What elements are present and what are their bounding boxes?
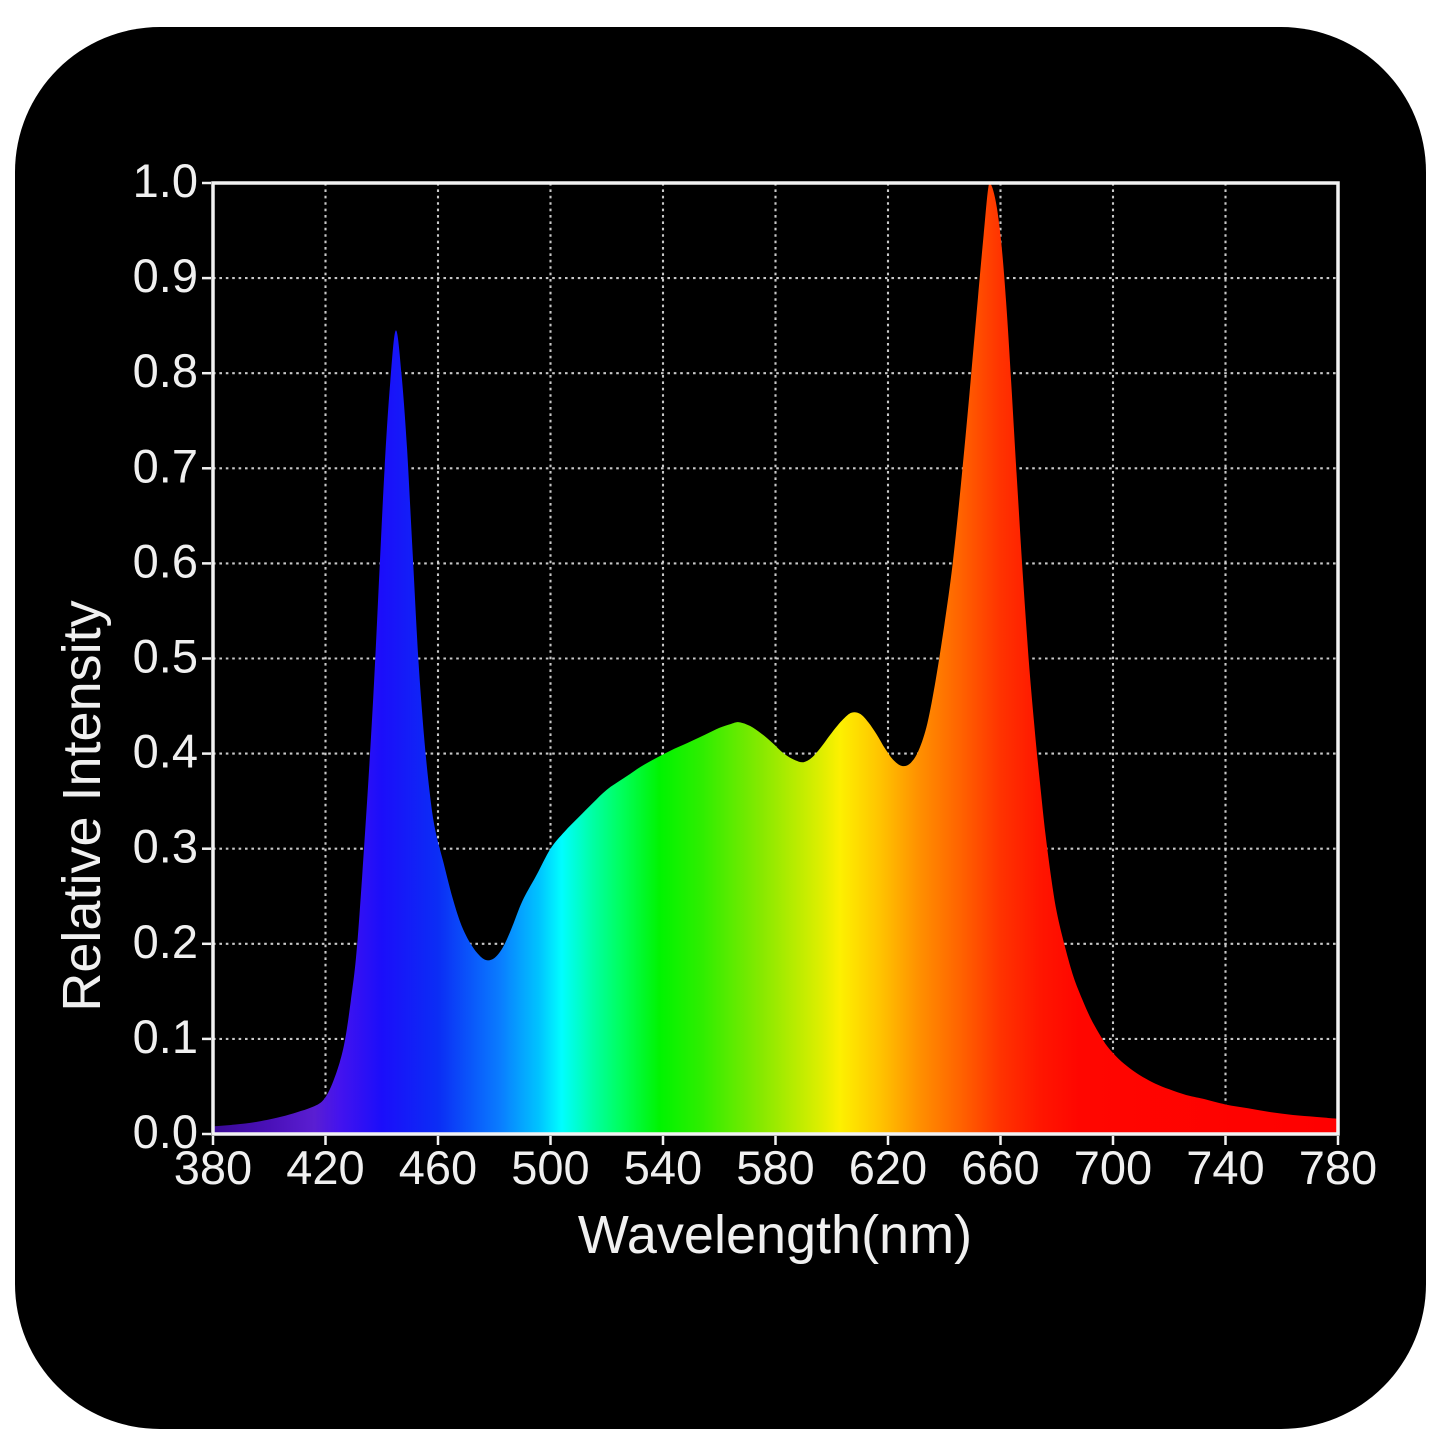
x-tick-label: 700 (1074, 1141, 1152, 1194)
y-tick-label: 0.1 (133, 1010, 198, 1063)
y-tick-label: 0.7 (133, 439, 198, 492)
x-tick-label: 500 (511, 1141, 589, 1194)
x-tick-label: 660 (961, 1141, 1039, 1194)
x-tick-label: 380 (174, 1141, 252, 1194)
x-axis-title: Wavelength(nm) (578, 1205, 972, 1265)
y-tick-label: 0.0 (133, 1105, 198, 1158)
y-tick-label: 0.9 (133, 249, 198, 302)
y-tick-label: 0.6 (133, 534, 198, 587)
axis-tick-marks (202, 181, 1340, 1145)
y-tick-labels: 0.0 0.1 0.2 0.3 0.4 0.5 0.6 0.7 0.8 0.9 1.0 (133, 154, 198, 1158)
x-tick-label: 460 (399, 1141, 477, 1194)
x-tick-label: 540 (624, 1141, 702, 1194)
x-tick-label: 620 (849, 1141, 927, 1194)
y-tick-label: 0.5 (133, 630, 198, 683)
y-tick-label: 1.0 (133, 154, 198, 207)
y-tick-label: 0.4 (133, 725, 198, 778)
spectrum-area-fill (213, 183, 1338, 1134)
y-tick-label: 0.3 (133, 820, 198, 873)
plot-border (211, 181, 1340, 1136)
x-tick-label: 740 (1186, 1141, 1264, 1194)
y-tick-label: 0.2 (133, 915, 198, 968)
x-tick-label: 580 (736, 1141, 814, 1194)
y-axis-title: Relative Intensity (52, 600, 112, 1011)
x-tick-label: 780 (1299, 1141, 1377, 1194)
x-tick-label: 420 (286, 1141, 364, 1194)
x-tick-labels: 380 420 460 500 540 580 620 660 700 740 780 (174, 1141, 1377, 1194)
y-tick-label: 0.8 (133, 344, 198, 397)
